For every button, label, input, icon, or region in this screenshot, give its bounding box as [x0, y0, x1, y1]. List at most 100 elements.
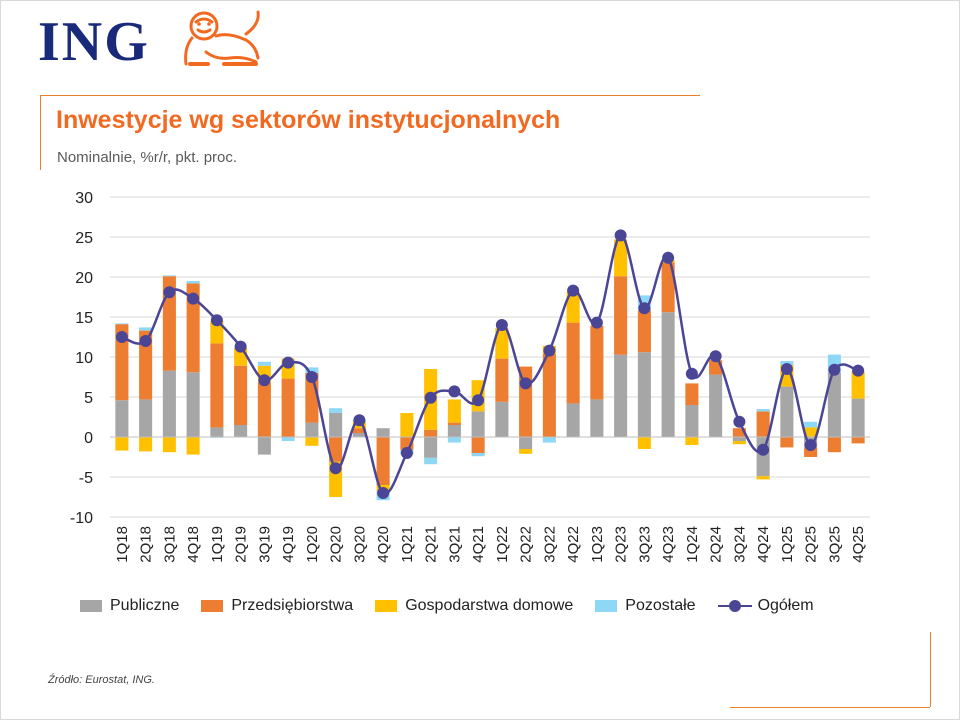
bar-gospodarstwa: [115, 437, 129, 451]
legend-item-pozostale: Pozostałe: [595, 597, 696, 615]
chart-legend: Publiczne Przedsiębiorstwa Gospodarstwa …: [80, 596, 836, 616]
x-tick-label: 2Q22: [518, 526, 535, 563]
corner-rule-horizontal: [730, 707, 930, 708]
bar-przedsiebiorstwa: [447, 422, 461, 425]
lion-logo-icon: [184, 10, 260, 66]
bar-publiczne: [590, 399, 604, 437]
x-tick-label: 4Q24: [755, 526, 772, 563]
x-tick-label: 2Q24: [708, 526, 725, 563]
x-tick-label: 3Q25: [826, 526, 843, 563]
bar-publiczne: [732, 437, 746, 441]
x-tick-label: 3Q23: [636, 526, 653, 563]
x-tick-label: 4Q20: [375, 526, 392, 563]
bar-pozostale: [115, 323, 129, 325]
legend-label-ogolem: Ogółem: [757, 597, 814, 614]
x-tick-label: 2Q18: [138, 526, 155, 563]
legend-label-gospodarstwa: Gospodarstwa domowe: [405, 597, 574, 614]
bar-przedsiebiorstwa: [542, 353, 556, 437]
bar-przedsiebiorstwa: [352, 428, 366, 433]
bar-publiczne: [614, 354, 628, 437]
title-rule-vertical: [40, 95, 41, 170]
bar-publiczne: [305, 422, 319, 437]
legend-item-ogolem: Ogółem: [717, 597, 814, 615]
legend-swatch-publiczne: [80, 600, 102, 612]
bar-przedsiebiorstwa: [851, 437, 865, 444]
bar-przedsiebiorstwa: [732, 428, 746, 437]
x-tick-label: 2Q23: [613, 526, 630, 563]
x-tick-label: 2Q21: [423, 526, 440, 563]
legend-label-przedsiebiorstwa: Przedsiębiorstwa: [231, 597, 354, 614]
x-tick-label: 3Q20: [351, 526, 368, 563]
x-tick-label: 3Q19: [256, 526, 273, 563]
x-tick-label: 3Q21: [446, 526, 463, 563]
bar-pozostale: [542, 437, 556, 443]
bar-pozostale: [804, 421, 818, 428]
legend-label-pozostale: Pozostałe: [625, 597, 696, 614]
bar-pozostale: [186, 281, 200, 284]
x-tick-label: 2Q25: [803, 526, 820, 563]
point-ogolem: [590, 316, 603, 329]
bar-gospodarstwa: [400, 413, 414, 437]
point-ogolem: [709, 350, 722, 363]
bar-gospodarstwa: [566, 292, 580, 323]
point-ogolem: [210, 314, 223, 327]
bar-przedsiebiorstwa: [329, 437, 343, 462]
point-ogolem: [115, 331, 128, 343]
point-ogolem: [662, 251, 675, 264]
bar-przedsiebiorstwa: [139, 330, 153, 400]
bar-publiczne: [257, 437, 271, 455]
point-ogolem: [638, 302, 651, 315]
bar-gospodarstwa: [519, 449, 533, 454]
x-tick-label: 1Q25: [779, 526, 796, 563]
bar-publiczne: [447, 425, 461, 437]
y-tick-label: 0: [84, 430, 93, 447]
bar-pozostale: [257, 361, 271, 366]
legend-swatch-ogolem: [717, 599, 752, 613]
bar-przedsiebiorstwa: [210, 343, 224, 428]
x-tick-label: 1Q23: [589, 526, 606, 563]
bar-gospodarstwa: [210, 321, 224, 344]
x-tick-label: 3Q18: [161, 526, 178, 563]
bar-publiczne: [637, 352, 651, 437]
bar-przedsiebiorstwa: [685, 383, 699, 405]
x-tick-label: 4Q25: [850, 526, 867, 563]
legend-swatch-pozostale: [595, 600, 618, 612]
point-ogolem: [495, 319, 508, 331]
bar-publiczne: [780, 386, 794, 437]
point-ogolem: [685, 367, 698, 380]
bar-pozostale: [139, 327, 153, 331]
source-note: Źródło: Eurostat, ING.: [48, 674, 155, 686]
bar-publiczne: [661, 312, 675, 437]
bar-gospodarstwa: [186, 437, 200, 455]
bar-gospodarstwa: [139, 437, 153, 452]
x-tick-label: 2Q20: [328, 526, 345, 563]
bar-przedsiebiorstwa: [661, 262, 675, 313]
bar-przedsiebiorstwa: [590, 325, 604, 400]
bar-pozostale: [756, 409, 770, 412]
legend-swatch-gospodarstwa: [375, 600, 398, 612]
bar-przedsiebiorstwa: [566, 322, 580, 404]
line-ogolem: [121, 234, 859, 495]
bar-publiczne: [210, 427, 224, 437]
x-tick-label: 1Q22: [494, 526, 511, 563]
x-tick-label: 4Q23: [660, 526, 677, 563]
bar-gospodarstwa: [305, 437, 319, 446]
bar-publiczne: [376, 428, 390, 437]
y-tick-label: -10: [70, 510, 93, 527]
x-tick-label: 3Q24: [731, 526, 748, 563]
bar-przedsiebiorstwa: [804, 447, 818, 457]
title-rule: [40, 95, 700, 96]
bar-gospodarstwa: [851, 371, 865, 399]
y-tick-label: 10: [75, 350, 93, 367]
bar-przedsiebiorstwa: [637, 310, 651, 353]
bar-publiczne: [352, 433, 366, 437]
bar-gospodarstwa: [732, 441, 746, 445]
point-ogolem: [139, 335, 152, 347]
x-tick-label: 1Q24: [684, 526, 701, 563]
point-ogolem: [282, 356, 295, 369]
bar-przedsiebiorstwa: [424, 429, 438, 437]
point-ogolem: [305, 371, 318, 383]
point-ogolem: [329, 462, 342, 475]
point-ogolem: [353, 414, 366, 427]
